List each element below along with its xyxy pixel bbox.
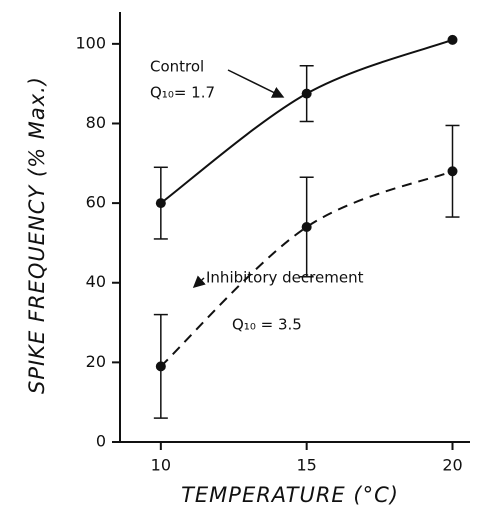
y-tick-label: 40 <box>86 272 106 291</box>
series-label: Control <box>150 58 204 76</box>
data-point <box>155 361 166 372</box>
data-point <box>301 222 312 232</box>
y-tick-label: 20 <box>86 352 106 371</box>
x-axis-title: TEMPERATURE (°C) <box>181 483 399 507</box>
x-tick-label: 15 <box>296 456 316 475</box>
data-point <box>301 88 312 99</box>
y-axis-title: SPIKE FREQUENCY (% Max.) <box>25 76 49 394</box>
data-point <box>155 198 166 209</box>
y-tick-label: 100 <box>75 33 106 52</box>
data-point <box>447 34 458 45</box>
arrow <box>192 275 206 289</box>
arrow <box>227 69 285 98</box>
y-tick-label: 60 <box>86 193 106 212</box>
q10-label: Q₁₀ = 3.5 <box>232 316 302 334</box>
q10-label: Q₁₀= 1.7 <box>150 84 215 102</box>
data-point <box>447 166 458 177</box>
series-label: Inhibitory decrement <box>206 269 364 287</box>
x-tick-label: 10 <box>151 456 171 475</box>
y-tick-label: 80 <box>86 113 106 132</box>
y-tick-label: 0 <box>96 432 106 451</box>
x-tick-label: 20 <box>442 456 462 475</box>
